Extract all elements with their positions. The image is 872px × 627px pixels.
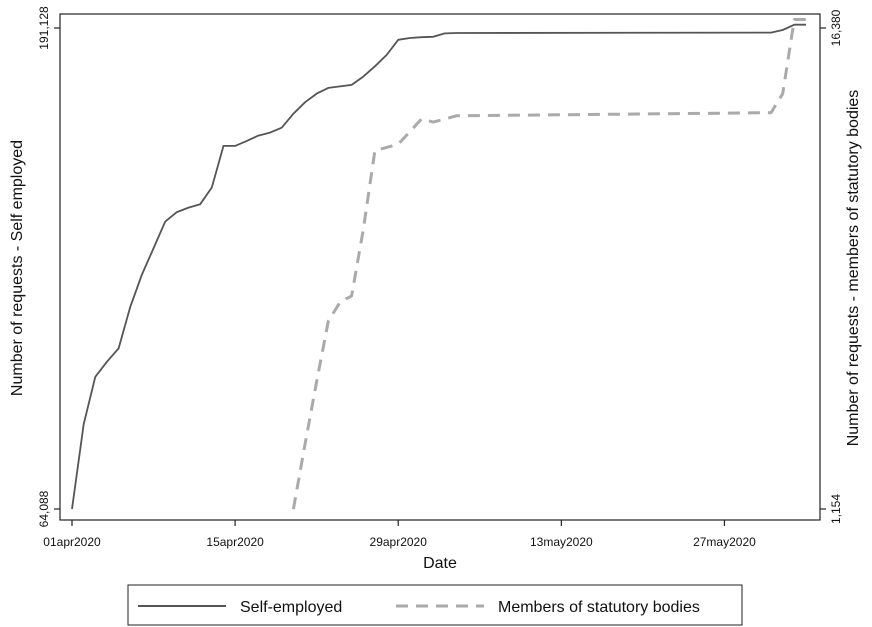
y-left-tick-label: 191,128 <box>37 6 51 50</box>
x-tick-label: 29apr2020 <box>370 535 428 549</box>
series-line-statutory-bodies <box>291 18 806 510</box>
plot-frame <box>59 13 821 521</box>
legend-label-statutory-bodies: Members of statutory bodies <box>498 599 700 616</box>
legend-box <box>127 584 743 626</box>
y-right-tick-label: 16,380 <box>829 9 843 46</box>
series-layer <box>71 18 806 510</box>
y-right-tick-label: 1,154 <box>829 494 843 524</box>
y-right-axis-title: Number of requests - members of statutor… <box>845 90 862 447</box>
x-tick-label: 01apr2020 <box>43 535 101 549</box>
x-tick-label: 27may2020 <box>693 535 756 549</box>
legend-label-self-employed: Self-employed <box>240 599 342 616</box>
x-tick-label: 13may2020 <box>530 535 593 549</box>
y-left-tick-label: 64,088 <box>37 490 51 527</box>
ticks-layer: 01apr2020 15apr2020 29apr2020 13may2020 27ma… <box>37 6 843 549</box>
x-tick-label: 15apr2020 <box>206 535 264 549</box>
y-left-axis-title: Number of requests - Self employed <box>9 140 26 396</box>
x-axis-title: Date <box>423 555 457 572</box>
series-line-self-employed <box>71 23 806 510</box>
